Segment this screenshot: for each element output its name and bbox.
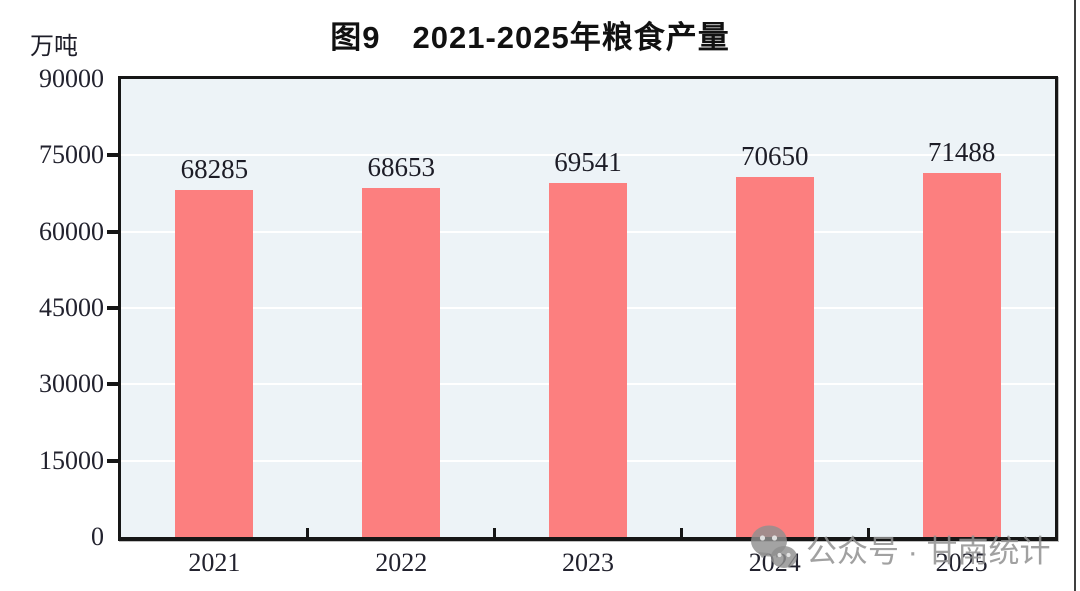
y-axis-tick [107,229,118,234]
x-axis-tick [679,528,683,537]
y-axis-tick [107,306,118,310]
x-tick-label-2024: 2024 [748,548,801,577]
bar-value-label-2022: 68653 [367,151,435,182]
page-edge-line [1074,0,1076,591]
y-tick-label-60000: 60000 [39,216,104,246]
y-tick-label-75000: 75000 [39,140,104,170]
x-tick-label-2021: 2021 [188,548,241,577]
bar-2025 [922,173,1001,537]
bar-value-label-2025: 71488 [927,137,996,168]
chart-title: 图9 2021-2025年粮食产量 [330,20,730,55]
y-tick-label-15000: 15000 [39,445,104,475]
x-axis-tick [306,528,310,537]
bar-2023 [549,183,627,537]
y-tick-label-0: 0 [91,522,104,551]
bar-2024 [735,177,814,537]
gridline-75000 [121,154,1055,157]
x-axis-tick [866,528,870,537]
bar-2021 [175,189,254,537]
bar-value-label-2021: 68285 [180,153,249,184]
x-tick-label-2025: 2025 [935,548,988,577]
bar-value-label-2023: 69541 [554,147,622,178]
y-tick-label-45000: 45000 [39,293,104,322]
bar-value-label-2024: 70650 [741,141,809,172]
x-tick-label-2023: 2023 [562,548,614,577]
y-axis-tick [107,382,118,387]
y-axis-unit-label: 万吨 [30,34,78,60]
plot-area: 68285 68653 69541 70650 71488 [118,76,1058,541]
bar-2022 [362,187,441,537]
x-tick-label-2022: 2022 [375,548,428,577]
y-tick-label-30000: 30000 [39,369,104,399]
x-axis-tick [493,528,497,537]
y-axis-tick [107,153,118,158]
y-axis-tick [107,458,118,463]
y-tick-label-90000: 90000 [39,64,104,93]
